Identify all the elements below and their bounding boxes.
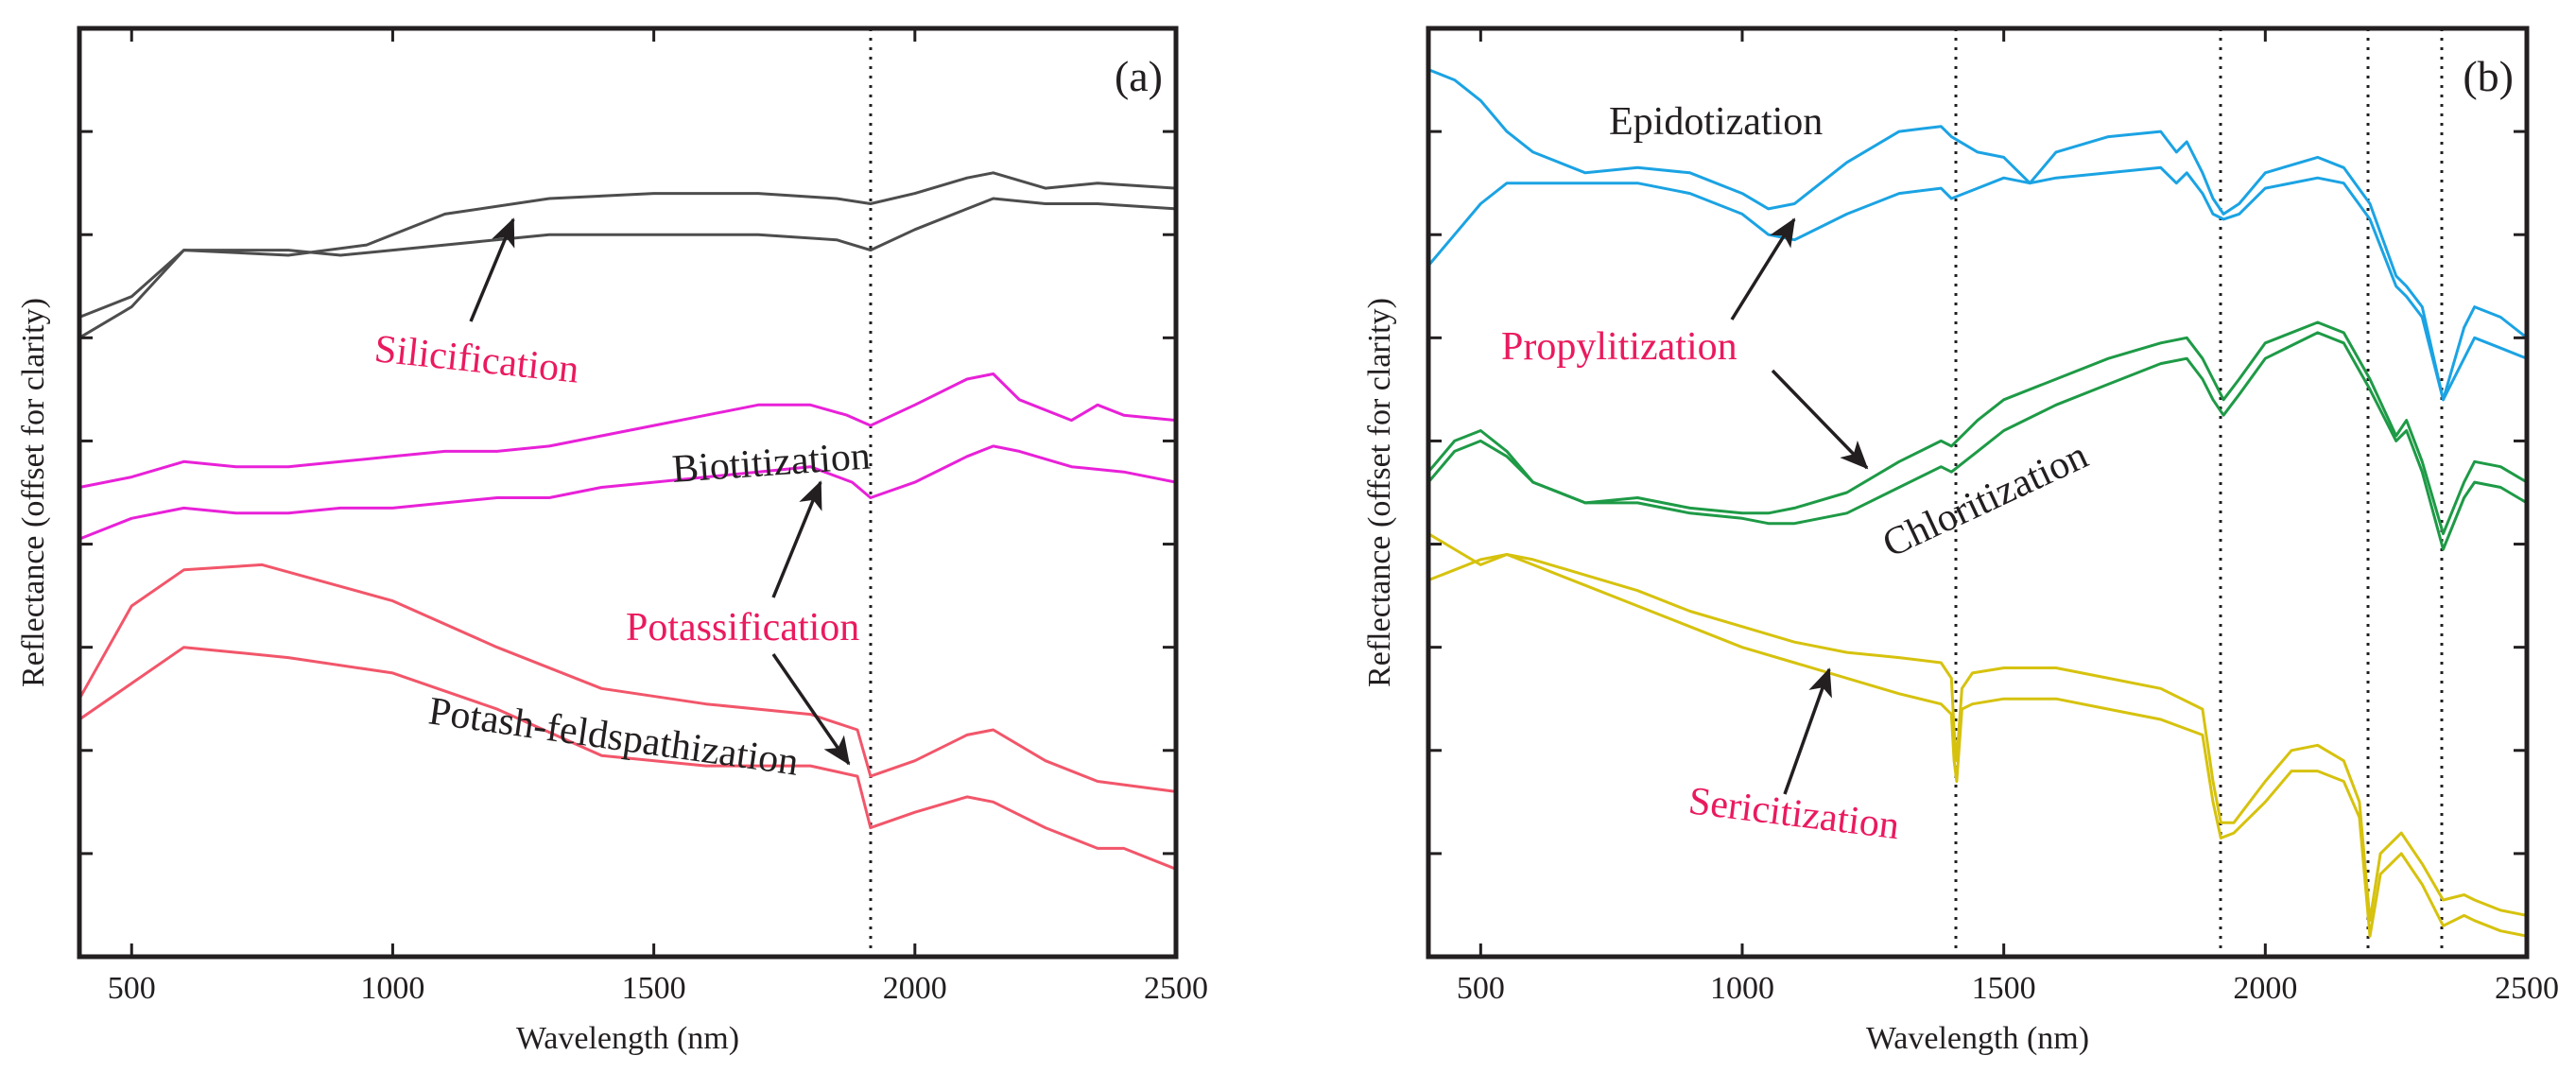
series-line-silicification-upper xyxy=(78,171,1177,319)
silicification-arrow xyxy=(469,217,515,322)
series-line-chloritization-upper xyxy=(1426,320,2528,536)
propylitization-label: Propylitization xyxy=(1501,325,1738,369)
potassification-arrow-up xyxy=(771,480,822,598)
potassification-arrow-down xyxy=(771,653,851,766)
potash-feldspathization-label: Potash-feldspathization xyxy=(426,689,802,784)
x-axis-title: Wavelength (nm) xyxy=(1866,1021,2089,1056)
plot-frame xyxy=(77,26,1179,960)
x-tick-label-1500: 1500 xyxy=(622,971,686,1006)
panel-b-chart: 500 1000 1500 2000 2500 (b) Wavelength (nm) … xyxy=(1362,26,2559,1056)
series-line-chloritization-lower xyxy=(1426,331,2528,551)
y-axis-title: Reflectance (offset for clarity) xyxy=(1362,298,1397,687)
series-line-epidotization-upper xyxy=(1427,68,2528,402)
panel-a-chart: 500 1000 1500 2000 2500 (a) Wavelength (nm) … xyxy=(16,26,1208,1056)
series-line-potash-feldspathization-lower xyxy=(78,646,1177,871)
y-axis-title: Reflectance (offset for clarity) xyxy=(16,298,51,687)
series-line-sericitization-upper xyxy=(1427,532,2528,923)
x-axis-title: Wavelength (nm) xyxy=(516,1021,739,1056)
series-line-epidotization-lower xyxy=(1426,165,2528,402)
x-tick-label-2500: 2500 xyxy=(1144,971,1208,1006)
x-tick-label-1000: 1000 xyxy=(1710,971,1774,1006)
panel-label: (b) xyxy=(2463,52,2514,100)
x-tick-label-2500: 2500 xyxy=(2495,971,2559,1006)
series-line-potash-feldspathization-upper xyxy=(78,562,1177,793)
potassification-label: Potassification xyxy=(626,606,859,649)
x-tick-label-2000: 2000 xyxy=(883,971,947,1006)
series-line-sericitization-lower xyxy=(1427,553,2528,938)
x-tick-label-500: 500 xyxy=(108,971,156,1006)
x-tick-label-1000: 1000 xyxy=(360,971,424,1006)
chloritization-label: Chloritization xyxy=(1876,434,2095,566)
x-tick-label-2000: 2000 xyxy=(2233,971,2297,1006)
x-tick-label-500: 500 xyxy=(1457,971,1505,1006)
sericitization-label: Sericitization xyxy=(1686,779,1902,848)
panel-label: (a) xyxy=(1115,52,1163,100)
propylitization-arrow-down xyxy=(1771,369,1869,470)
series-layer xyxy=(1426,68,2528,938)
plot-frame xyxy=(1426,26,2530,960)
ticks-layer: 500 1000 1500 2000 2500 xyxy=(1428,28,2559,1006)
sericitization-arrow xyxy=(1783,667,1832,795)
series-layer xyxy=(78,171,1177,871)
propylitization-arrow-up xyxy=(1730,217,1796,320)
silicification-label: Silicification xyxy=(372,327,581,391)
series-line-biotitization-lower xyxy=(78,444,1177,541)
x-tick-label-1500: 1500 xyxy=(1972,971,2036,1006)
series-line-biotitization-upper xyxy=(78,372,1177,489)
epidotization-label: Epidotization xyxy=(1609,100,1823,144)
biotitization-label: Biotitization xyxy=(670,434,872,492)
ticks-layer: 500 1000 1500 2000 2500 xyxy=(79,28,1208,1006)
series-line-silicification-lower xyxy=(78,197,1177,339)
